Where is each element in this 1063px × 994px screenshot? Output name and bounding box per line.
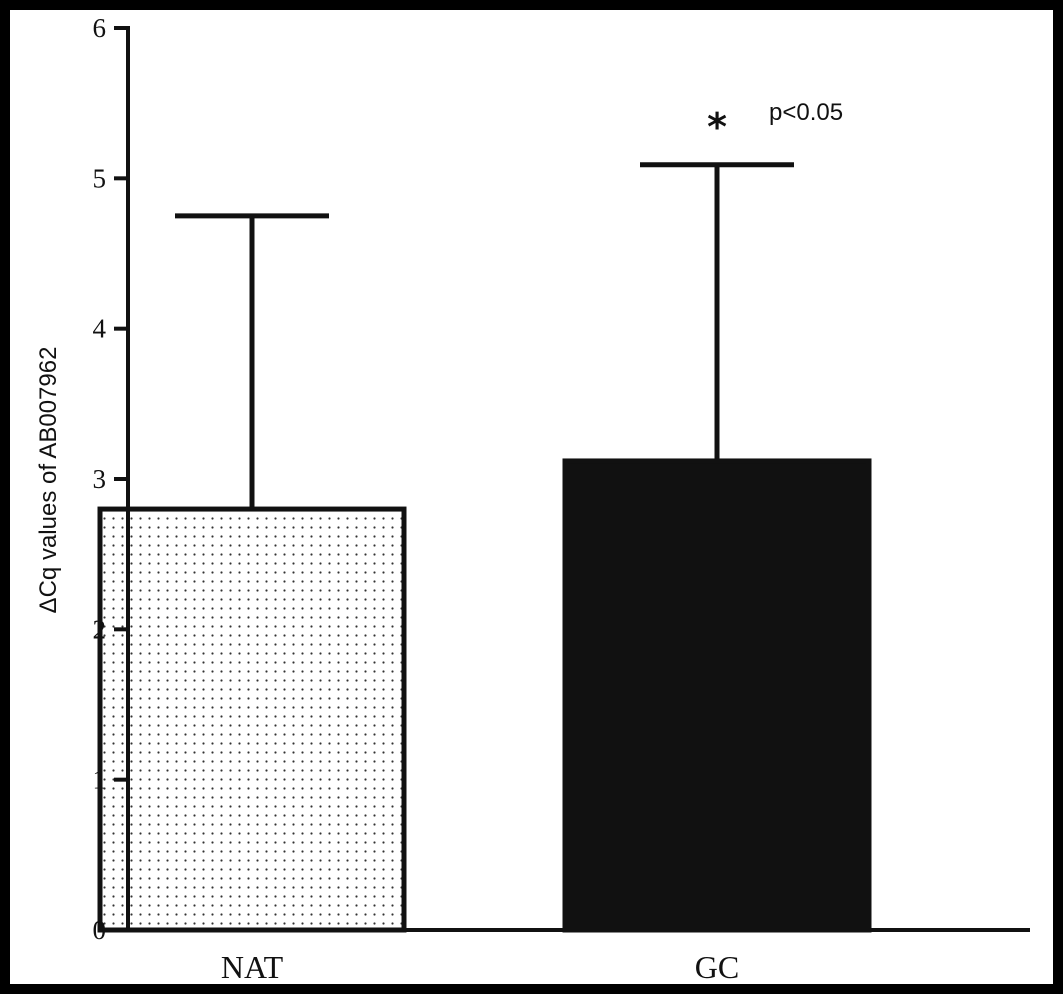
bar-nat — [97, 506, 407, 933]
bar-chart: ΔCq values of AB007962 NAT GC 0 1 2 3 4 5 6 * p<0… — [35, 13, 1030, 984]
y-tick-label-5: 5 — [93, 163, 107, 193]
y-tick-label-1: 1 — [93, 765, 107, 795]
significance-star: * — [707, 105, 727, 149]
y-axis-title: ΔCq values of AB007962 — [35, 347, 62, 614]
bar-gc — [562, 458, 872, 933]
x-tick-label-gc: GC — [695, 949, 739, 984]
y-tick-label-0: 0 — [93, 915, 107, 945]
x-tick-label-nat: NAT — [221, 949, 284, 984]
y-tick-label-6: 6 — [93, 13, 107, 43]
chart-frame: ΔCq values of AB007962 NAT GC 0 1 2 3 4 5 6 * p<0… — [10, 10, 1053, 984]
y-tick-label-4: 4 — [93, 314, 107, 344]
p-value-label: p<0.05 — [769, 99, 843, 126]
y-tick-label-3: 3 — [93, 464, 107, 494]
y-tick-label-2: 2 — [93, 614, 107, 644]
